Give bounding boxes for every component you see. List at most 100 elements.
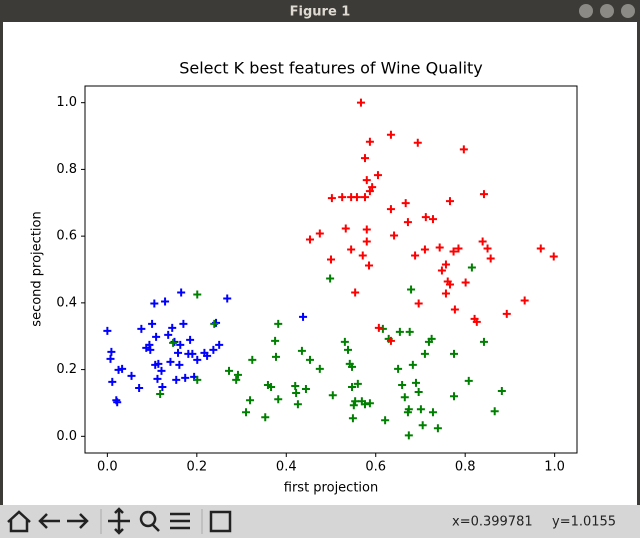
point bbox=[108, 377, 117, 386]
point bbox=[464, 376, 473, 385]
point bbox=[404, 405, 413, 414]
point bbox=[158, 382, 167, 391]
y-tick-label: 0.4 bbox=[56, 295, 77, 310]
point bbox=[174, 348, 183, 357]
point bbox=[536, 244, 545, 253]
point bbox=[413, 138, 422, 147]
y-tick-label: 0.0 bbox=[56, 429, 77, 444]
point bbox=[483, 244, 492, 253]
point bbox=[416, 405, 425, 414]
point bbox=[362, 176, 371, 185]
point bbox=[299, 312, 308, 321]
point bbox=[150, 299, 159, 308]
point bbox=[408, 360, 417, 369]
point bbox=[347, 245, 356, 254]
point bbox=[394, 364, 403, 373]
point bbox=[177, 288, 186, 297]
point bbox=[450, 349, 458, 358]
point bbox=[443, 277, 452, 286]
configure-button[interactable] bbox=[170, 512, 190, 530]
point bbox=[146, 345, 155, 354]
home-button[interactable] bbox=[7, 510, 31, 533]
point bbox=[445, 197, 454, 206]
point bbox=[188, 349, 197, 358]
point bbox=[215, 340, 224, 349]
y-tick-label: 1.0 bbox=[56, 95, 77, 110]
point bbox=[291, 381, 300, 390]
point bbox=[297, 346, 306, 355]
point bbox=[315, 229, 324, 238]
maximize-button[interactable] bbox=[600, 4, 614, 18]
point bbox=[411, 378, 420, 387]
point bbox=[478, 237, 487, 246]
point bbox=[347, 193, 356, 202]
point bbox=[172, 375, 181, 384]
point bbox=[428, 408, 437, 417]
point bbox=[348, 414, 357, 423]
point bbox=[378, 324, 387, 333]
point bbox=[420, 245, 429, 254]
point bbox=[401, 199, 410, 208]
y-axis-label: second projection bbox=[30, 211, 45, 326]
point bbox=[360, 154, 369, 163]
point bbox=[271, 336, 280, 345]
close-button[interactable] bbox=[621, 4, 635, 18]
point bbox=[403, 218, 412, 227]
point bbox=[193, 375, 202, 384]
point bbox=[365, 187, 374, 196]
back-button[interactable] bbox=[38, 513, 60, 529]
point bbox=[181, 373, 190, 382]
chart-title: Select K best features of Wine Quality bbox=[179, 59, 483, 78]
point bbox=[292, 388, 301, 397]
point bbox=[305, 235, 314, 244]
save-button[interactable] bbox=[209, 510, 232, 533]
point bbox=[433, 424, 442, 433]
point bbox=[157, 366, 166, 375]
zoom-button[interactable] bbox=[139, 510, 160, 532]
minimize-button[interactable] bbox=[579, 4, 593, 18]
point bbox=[421, 213, 430, 222]
point bbox=[326, 274, 335, 283]
point bbox=[414, 299, 423, 308]
point bbox=[348, 362, 357, 371]
plot: Select K best features of Wine Quality f… bbox=[30, 59, 578, 496]
point bbox=[405, 327, 414, 336]
point bbox=[154, 359, 163, 368]
point bbox=[360, 400, 369, 409]
point bbox=[441, 260, 450, 269]
point bbox=[362, 237, 371, 246]
point bbox=[193, 290, 202, 299]
point bbox=[209, 345, 218, 354]
point bbox=[274, 395, 283, 404]
point bbox=[358, 251, 367, 260]
toolbar bbox=[0, 505, 640, 538]
point bbox=[135, 383, 144, 392]
point bbox=[398, 380, 407, 389]
point bbox=[152, 332, 161, 341]
point bbox=[386, 336, 395, 345]
point bbox=[327, 194, 336, 203]
x-tick-label: 0.0 bbox=[97, 460, 118, 475]
point bbox=[107, 347, 116, 356]
point bbox=[351, 397, 360, 406]
point bbox=[179, 319, 188, 328]
point bbox=[156, 389, 165, 398]
pan-button[interactable] bbox=[108, 507, 130, 535]
point bbox=[153, 374, 162, 383]
point bbox=[381, 416, 390, 425]
point bbox=[223, 294, 232, 303]
y-tick-label: 0.8 bbox=[56, 162, 77, 177]
point bbox=[386, 130, 395, 139]
point bbox=[186, 335, 195, 344]
window-border bbox=[0, 22, 3, 505]
point bbox=[356, 98, 365, 107]
point bbox=[315, 364, 324, 373]
forward-button[interactable] bbox=[67, 513, 89, 529]
point bbox=[175, 360, 184, 369]
x-tick-label: 0.4 bbox=[276, 460, 297, 475]
point bbox=[418, 421, 427, 430]
point bbox=[169, 338, 178, 347]
point bbox=[360, 193, 369, 202]
